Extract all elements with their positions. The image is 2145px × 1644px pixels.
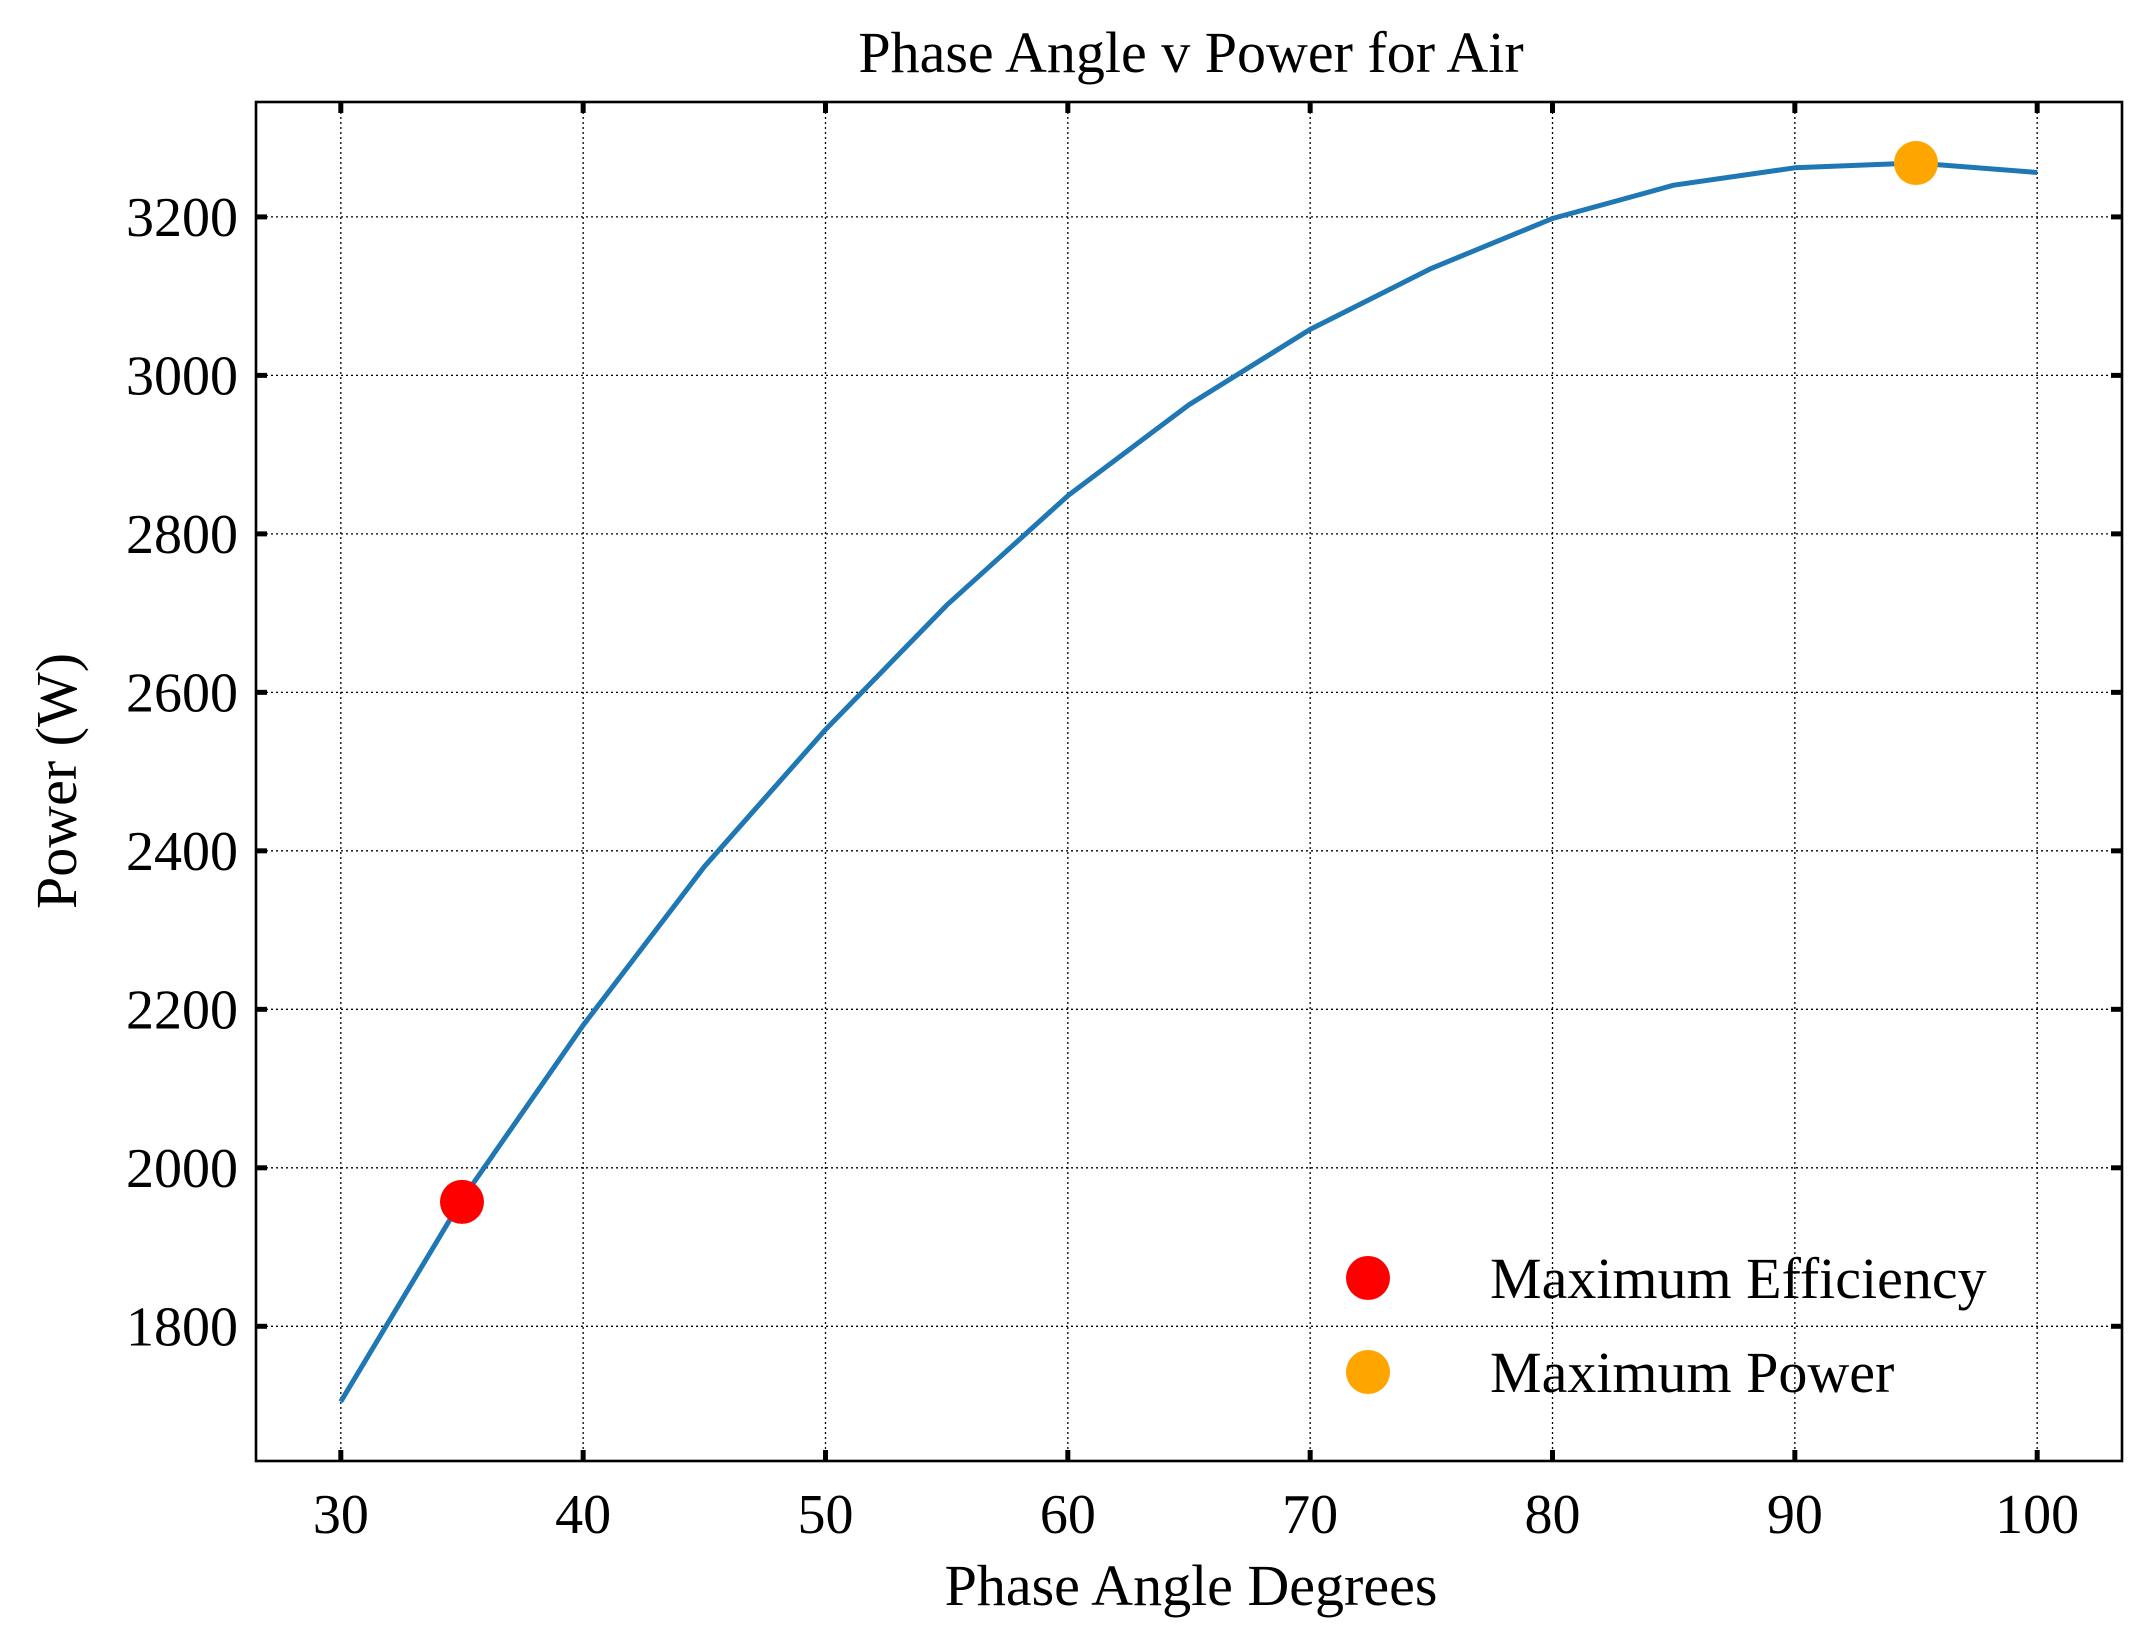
series-line bbox=[338, 160, 2038, 1403]
x-tick-label: 40 bbox=[555, 1484, 611, 1546]
y-tick-label: 2800 bbox=[126, 504, 238, 566]
legend: Maximum Efficiency Maximum Power bbox=[1346, 1246, 1987, 1405]
y-tick-label: 2000 bbox=[126, 1138, 238, 1200]
data-point-marker bbox=[439, 1179, 484, 1224]
chart-title: Phase Angle v Power for Air bbox=[858, 20, 1523, 85]
y-tick-label: 1800 bbox=[126, 1296, 238, 1358]
plot-frame bbox=[254, 100, 2124, 1463]
tick-labels: 30 40 50 60 70 80 90 100 1800 2000 2200 2400 2600 280… bbox=[126, 187, 2079, 1546]
markers bbox=[439, 141, 1939, 1224]
legend-marker bbox=[1346, 1256, 1390, 1300]
x-tick-label: 50 bbox=[797, 1484, 853, 1546]
y-tick-label: 3000 bbox=[126, 345, 238, 407]
x-tick-label: 70 bbox=[1282, 1484, 1338, 1546]
legend-label: Maximum Power bbox=[1490, 1340, 1894, 1405]
y-axis-label: Power (W) bbox=[24, 653, 89, 909]
y-tick-label: 2600 bbox=[126, 662, 238, 724]
x-axis-label: Phase Angle Degrees bbox=[945, 1553, 1438, 1618]
series bbox=[338, 160, 2038, 1403]
x-tick-label: 80 bbox=[1525, 1484, 1581, 1546]
x-tick-label: 60 bbox=[1040, 1484, 1096, 1546]
grid bbox=[256, 102, 2122, 1461]
x-tick-label: 90 bbox=[1767, 1484, 1823, 1546]
x-tick-label: 30 bbox=[313, 1484, 369, 1546]
y-tick-label: 3200 bbox=[126, 187, 238, 249]
x-tick-label: 100 bbox=[1995, 1484, 2079, 1546]
legend-label: Maximum Efficiency bbox=[1490, 1246, 1987, 1311]
data-point-marker bbox=[1894, 141, 1939, 186]
legend-marker bbox=[1346, 1350, 1390, 1394]
y-tick-label: 2200 bbox=[126, 979, 238, 1041]
y-tick-label: 2400 bbox=[126, 821, 238, 883]
ticks bbox=[256, 102, 2122, 1461]
